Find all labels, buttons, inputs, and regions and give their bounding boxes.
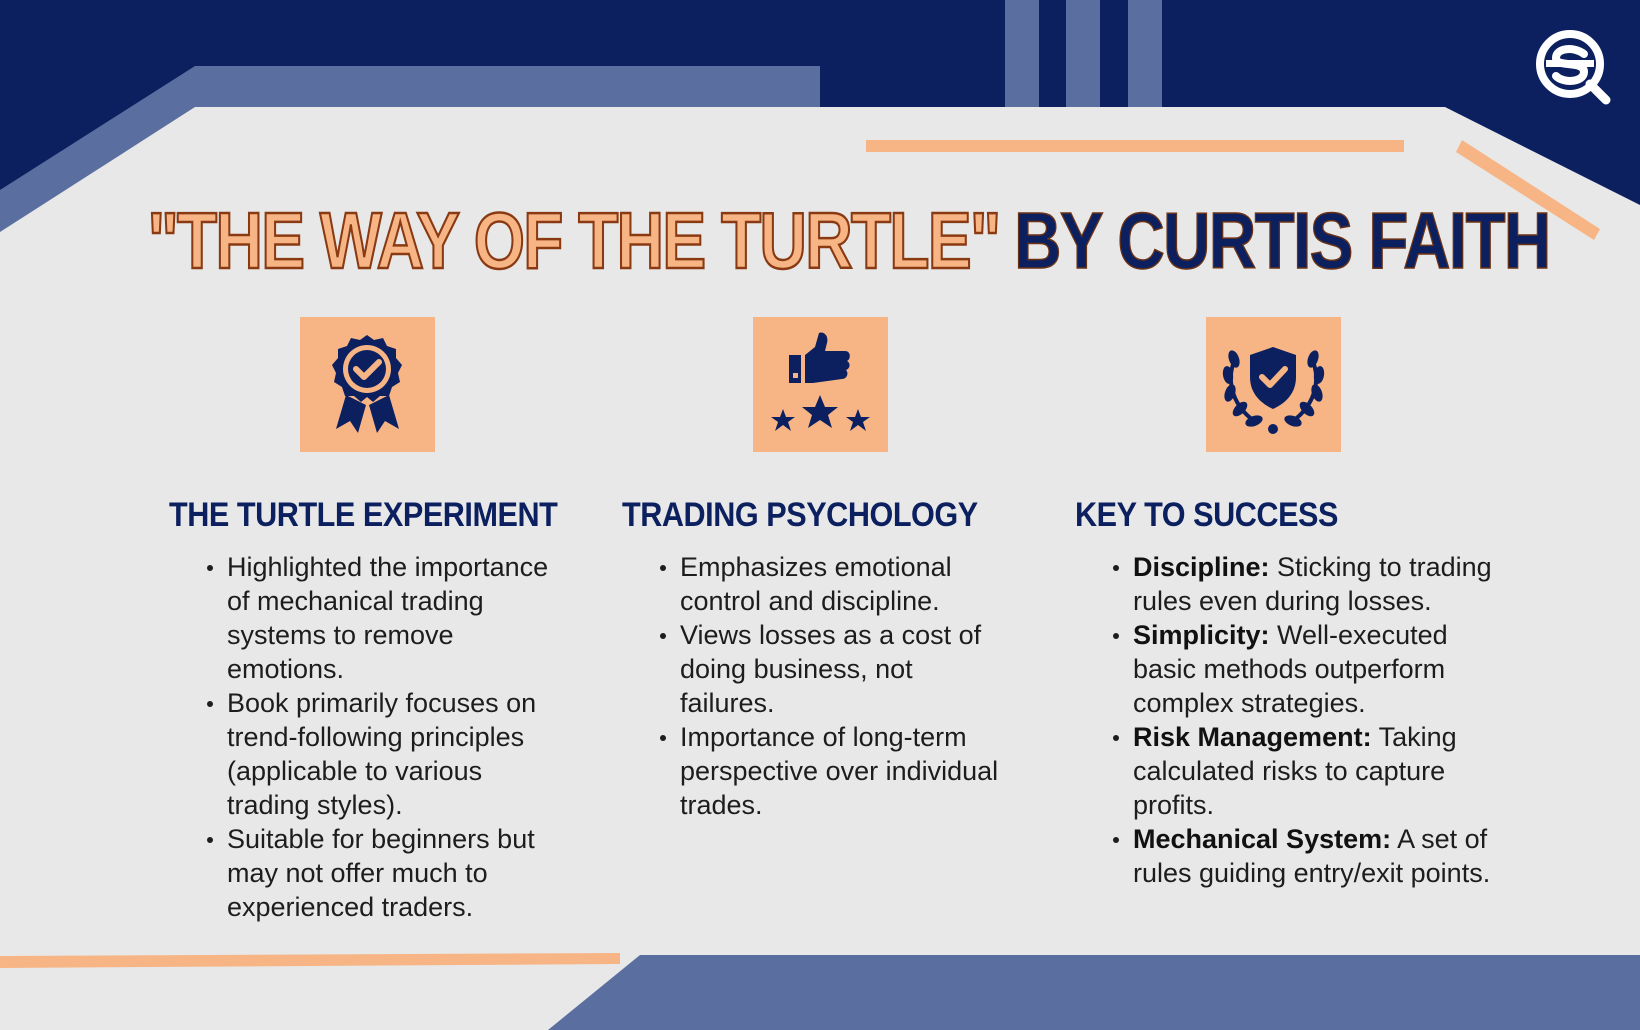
shield-laurel-check-icon bbox=[1206, 317, 1341, 452]
bullet-list: Highlighted the importance of mechanical… bbox=[169, 550, 609, 924]
column-trading-psychology: TRADING PSYCHOLOGY Emphasizes emotional … bbox=[622, 496, 1062, 822]
list-item: Views losses as a cost of doing business… bbox=[660, 618, 1000, 720]
list-item: Book primarily focuses on trend-followin… bbox=[207, 686, 567, 822]
term-label: Simplicity: bbox=[1133, 620, 1270, 650]
section-heading: THE TURTLE EXPERIMENT bbox=[169, 496, 558, 534]
bullet-list: Emphasizes emotional control and discipl… bbox=[622, 550, 1062, 822]
list-item: Highlighted the importance of mechanical… bbox=[207, 550, 567, 686]
list-item: Simplicity: Well-executed basic methods … bbox=[1113, 618, 1513, 720]
brand-logo-icon[interactable] bbox=[1534, 28, 1614, 108]
list-item: Emphasizes emotional control and discipl… bbox=[660, 550, 1000, 618]
title-author: BY CURTIS FAITH bbox=[1014, 195, 1552, 286]
list-item: Mechanical System: A set of rules guidin… bbox=[1113, 822, 1513, 890]
term-label: Mechanical System: bbox=[1133, 824, 1392, 854]
column-key-to-success: KEY TO SUCCESS Discipline: Sticking to t… bbox=[1075, 496, 1515, 890]
list-item: Importance of long-term perspective over… bbox=[660, 722, 999, 820]
title-book-name: "THE WAY OF THE TURTLE" bbox=[147, 195, 1003, 287]
thumbs-up-stars-icon bbox=[753, 317, 888, 452]
list-item: Suitable for beginners but may not offer… bbox=[207, 822, 567, 924]
section-heading: TRADING PSYCHOLOGY bbox=[622, 496, 978, 534]
list-item: Discipline: Sticking to trading rules ev… bbox=[1113, 550, 1513, 618]
column-turtle-experiment: THE TURTLE EXPERIMENT Highlighted the im… bbox=[169, 496, 609, 924]
bullet-list: Discipline: Sticking to trading rules ev… bbox=[1075, 550, 1515, 890]
term-label: Discipline: bbox=[1133, 552, 1270, 582]
section-heading: KEY TO SUCCESS bbox=[1075, 496, 1338, 534]
award-ribbon-check-icon bbox=[300, 317, 435, 452]
list-item: Risk Management: Taking calculated risks… bbox=[1113, 720, 1513, 822]
page-title: "THE WAY OF THE TURTLE" BY CURTIS FAITH bbox=[147, 195, 1552, 287]
term-label: Risk Management: bbox=[1133, 722, 1372, 752]
